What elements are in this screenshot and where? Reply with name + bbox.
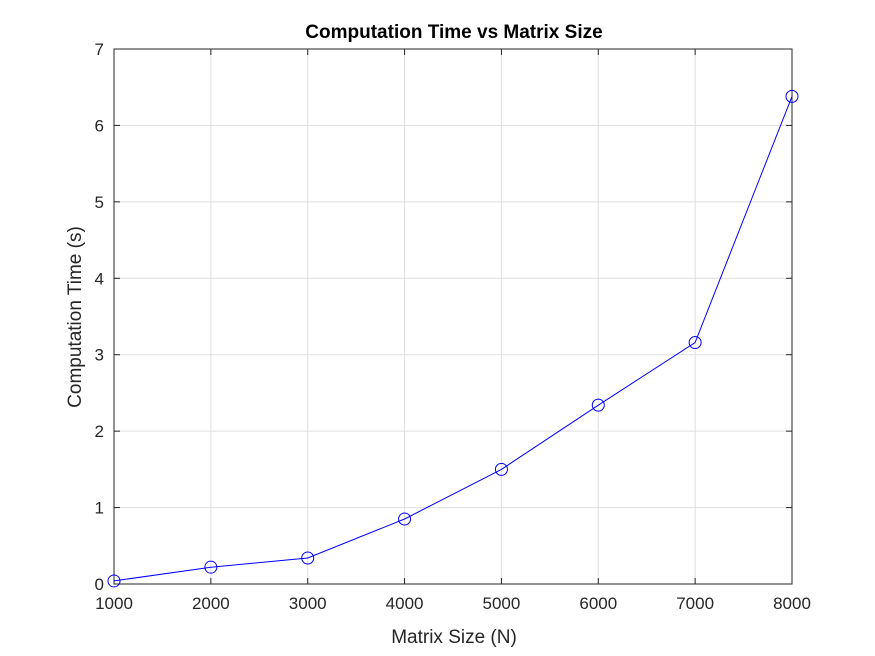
data-point-marker bbox=[591, 398, 605, 412]
y-axis-title: Computation Time (s) bbox=[65, 226, 86, 408]
x-tick-label: 5000 bbox=[483, 594, 521, 613]
series-line bbox=[113, 96, 793, 582]
y-tick-label: 2 bbox=[95, 422, 104, 441]
x-tick-label: 6000 bbox=[579, 594, 617, 613]
axes bbox=[113, 48, 793, 585]
data-point-marker bbox=[204, 560, 218, 574]
data-point-marker bbox=[301, 551, 315, 565]
x-axis-title: Matrix Size (N) bbox=[391, 627, 517, 648]
axes-box bbox=[113, 48, 793, 585]
y-tick-label: 4 bbox=[95, 269, 104, 288]
y-tick-label: 3 bbox=[95, 346, 104, 365]
y-tick-label: 1 bbox=[95, 499, 104, 518]
x-tick-label: 4000 bbox=[386, 594, 424, 613]
data-point-marker bbox=[688, 335, 702, 349]
tick-labels: 1000 2000 3000 4000 5000 6000 7000 8000 0 1 2 3 4 5 6 7 bbox=[95, 40, 811, 613]
plot-area bbox=[114, 49, 792, 584]
series bbox=[107, 89, 799, 588]
data-point-marker bbox=[494, 462, 508, 476]
x-tick-label: 2000 bbox=[192, 594, 230, 613]
x-tick-label: 1000 bbox=[95, 594, 133, 613]
y-tick-label: 6 bbox=[95, 116, 104, 135]
data-point-marker bbox=[398, 512, 412, 526]
data-point-marker bbox=[107, 574, 121, 588]
y-tick-label: 7 bbox=[95, 40, 104, 59]
data-point-marker bbox=[785, 89, 799, 103]
x-tick-label: 8000 bbox=[773, 594, 811, 613]
y-tick-label: 5 bbox=[95, 193, 104, 212]
x-tick-label: 7000 bbox=[676, 594, 714, 613]
y-tick-label: 0 bbox=[95, 575, 104, 594]
chart-title: Computation Time vs Matrix Size bbox=[305, 22, 602, 43]
x-tick-label: 3000 bbox=[289, 594, 327, 613]
